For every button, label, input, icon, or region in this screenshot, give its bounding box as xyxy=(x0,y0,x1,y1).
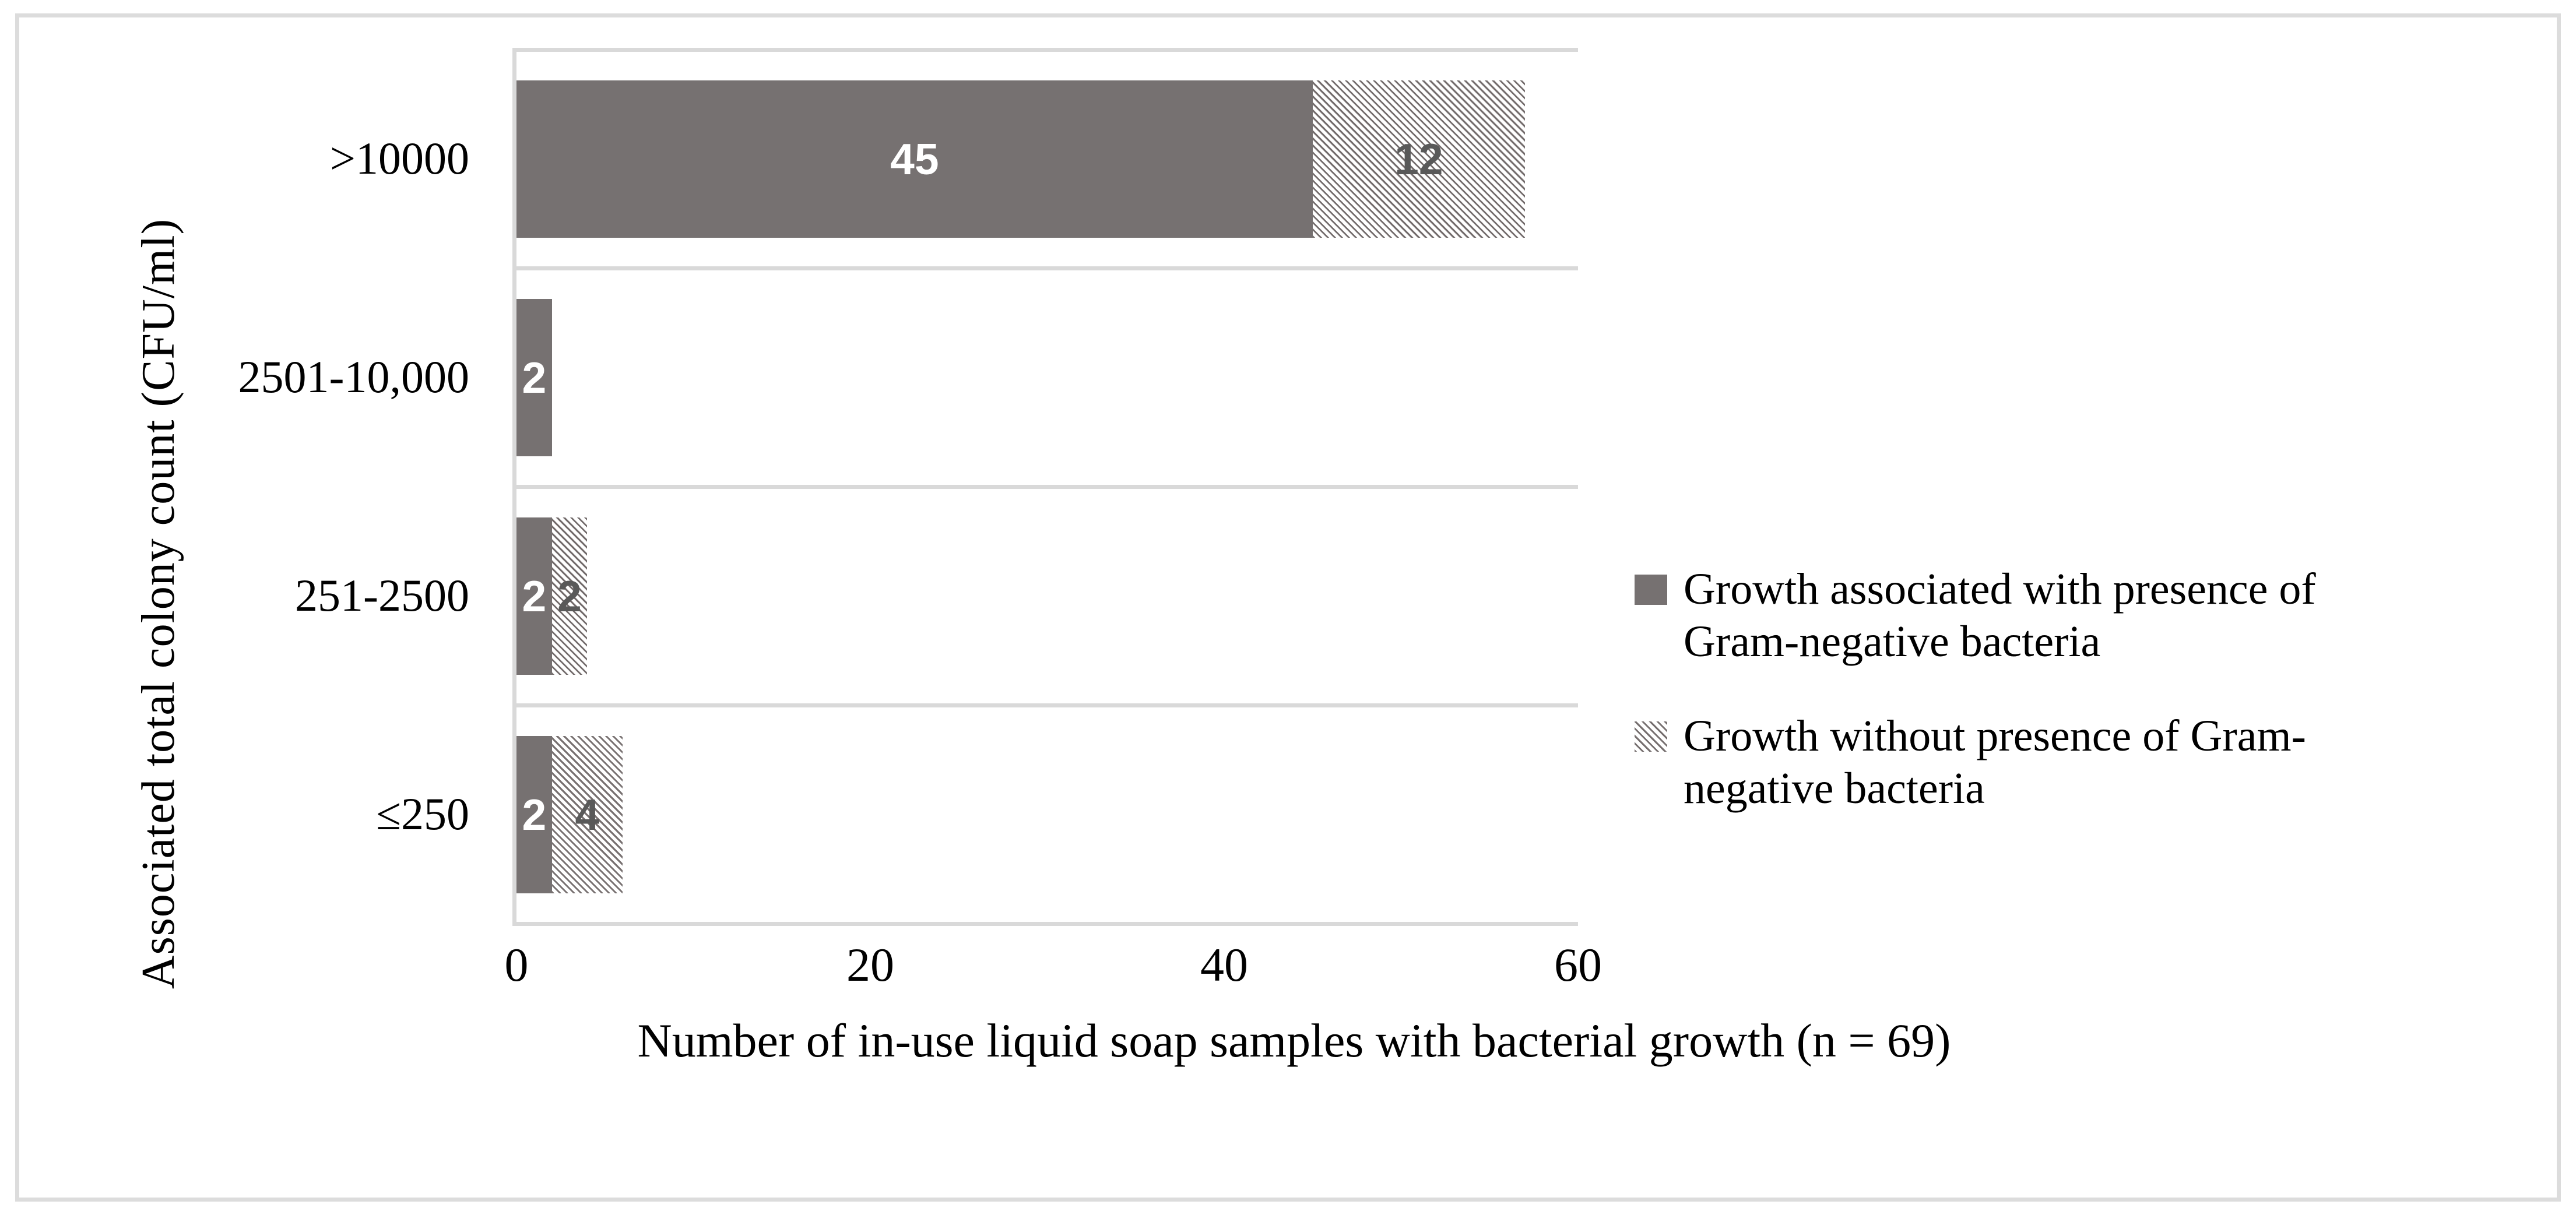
category-label-gt10000: >10000 xyxy=(330,133,469,184)
legend: Growth associated with presence of Gram-… xyxy=(1635,563,2436,815)
legend-swatch-hatch-icon xyxy=(1635,721,1667,752)
category-separator-line xyxy=(516,266,1578,270)
legend-swatch-solid-icon xyxy=(1635,575,1667,605)
bar-row-gt10000: 45 12 xyxy=(516,80,1578,238)
bar-row-2501-10000: 2 xyxy=(516,299,1578,456)
category-label-251-2500: 251-2500 xyxy=(295,570,469,621)
bar-segment-hatched: 4 xyxy=(551,736,623,893)
x-tick-20: 20 xyxy=(846,938,894,991)
plot-area: 45 12 2 2 2 2 4 xyxy=(512,48,1578,926)
legend-item-hatched: Growth without presence of Gram-negative… xyxy=(1635,710,2436,815)
x-tick-0: 0 xyxy=(504,938,529,991)
data-label: 2 xyxy=(557,572,582,621)
data-label: 12 xyxy=(1394,135,1443,184)
bar-segment-hatched: 12 xyxy=(1312,80,1525,238)
category-label-2501-10000: 2501-10,000 xyxy=(238,351,469,402)
x-tick-40: 40 xyxy=(1200,938,1248,991)
data-label: 2 xyxy=(522,572,547,621)
data-label: 2 xyxy=(522,790,547,839)
bar-segment-solid: 2 xyxy=(516,517,552,675)
bar-row-251-2500: 2 2 xyxy=(516,517,1578,675)
data-label: 2 xyxy=(522,353,547,402)
legend-label: Growth without presence of Gram-negative… xyxy=(1684,712,2306,813)
bar-segment-solid: 2 xyxy=(516,299,552,456)
plot-top-border xyxy=(516,48,1578,52)
data-label: 4 xyxy=(575,790,600,839)
bar-segment-solid: 45 xyxy=(516,80,1313,238)
legend-item-solid: Growth associated with presence of Gram-… xyxy=(1635,563,2436,668)
x-axis-line xyxy=(516,922,1578,926)
category-separator-line xyxy=(516,703,1578,707)
category-label-le250: ≤250 xyxy=(376,788,469,839)
bar-row-le250: 2 4 xyxy=(516,736,1578,893)
bar-segment-solid: 2 xyxy=(516,736,552,893)
x-tick-60: 60 xyxy=(1554,938,1602,991)
data-label: 45 xyxy=(890,135,939,184)
category-separator-line xyxy=(516,485,1578,489)
x-axis-title: Number of in-use liquid soap samples wit… xyxy=(637,1014,1951,1067)
bar-segment-hatched: 2 xyxy=(551,517,588,675)
legend-label: Growth associated with presence of Gram-… xyxy=(1684,565,2316,666)
y-axis-line xyxy=(512,48,516,926)
